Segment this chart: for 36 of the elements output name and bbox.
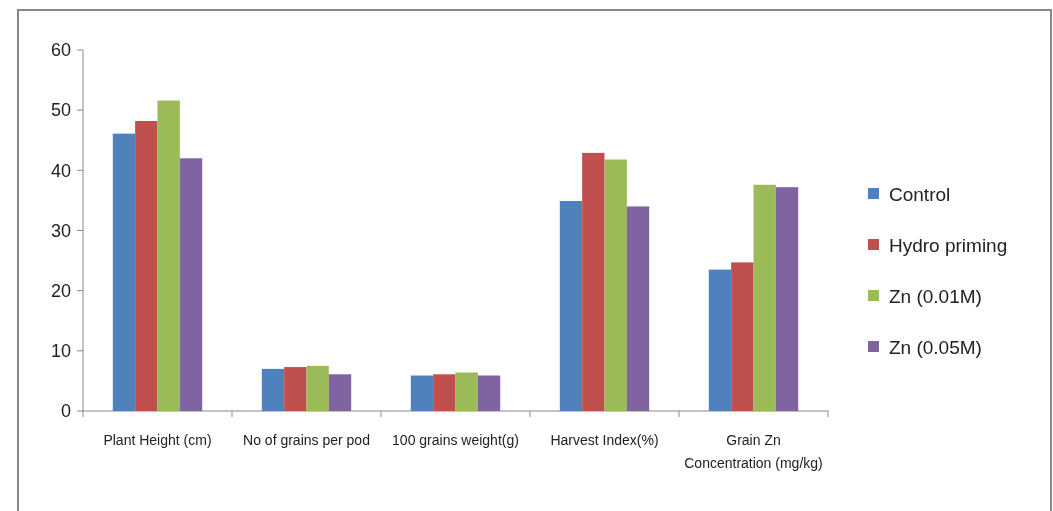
x-tick-label: Plant Height (cm)	[103, 432, 212, 448]
bar	[410, 375, 434, 411]
bar	[112, 133, 136, 411]
legend-label: Control	[889, 183, 951, 205]
y-tick-label: 10	[50, 341, 71, 362]
bar	[559, 201, 583, 411]
legend-label: Hydro priming	[889, 234, 1008, 256]
bar	[261, 368, 285, 411]
bar	[306, 365, 329, 411]
y-tick-label: 40	[50, 160, 71, 181]
bar	[179, 158, 203, 411]
bar	[582, 152, 605, 411]
bar	[477, 375, 501, 411]
bar	[626, 206, 650, 411]
bar	[708, 269, 732, 411]
bar	[731, 262, 754, 411]
y-tick-label: 30	[50, 220, 71, 241]
y-tick-label: 20	[50, 280, 71, 301]
x-tick-label: Grain Zn Concentration (mg/kg)	[684, 432, 823, 471]
bar	[753, 184, 776, 411]
x-tick-label: Harvest Index(%)	[550, 432, 659, 448]
bar	[328, 374, 352, 411]
x-tick-label: 100 grains weight(g)	[392, 432, 519, 448]
bar	[157, 100, 180, 411]
bar	[284, 367, 307, 411]
y-tick-label: 60	[50, 40, 71, 61]
legend-label: Zn (0.01M)	[889, 285, 982, 307]
bar	[604, 159, 627, 411]
x-tick-label: No of grains per pod	[243, 432, 370, 448]
bar	[433, 374, 456, 411]
y-tick-label: 50	[50, 100, 71, 121]
bar	[135, 121, 158, 411]
bar	[455, 372, 478, 411]
y-tick-label: 0	[60, 401, 71, 422]
bar	[775, 187, 799, 411]
legend-label: Zn (0.05M)	[889, 336, 982, 358]
